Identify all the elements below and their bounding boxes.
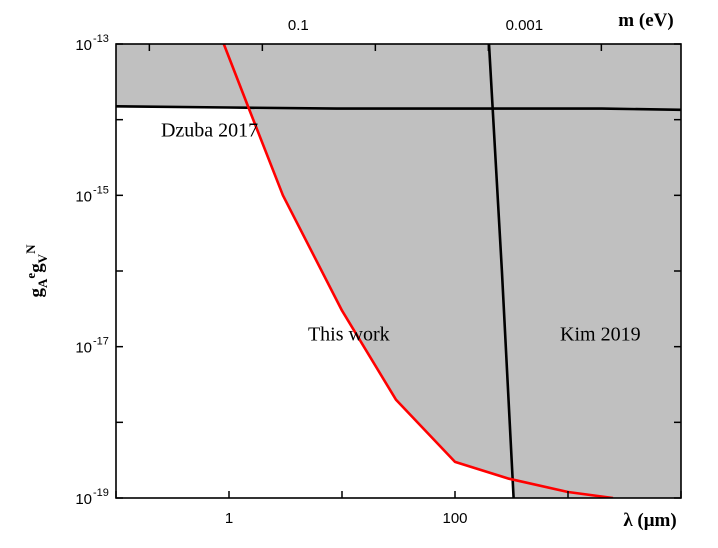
y-tick-exponent: -19 [93,487,109,499]
y-title-label-sup2: N [23,244,38,254]
x-tick-label: 1 [225,510,233,527]
top-tick-label: 0.001 [506,17,544,34]
y-title-label-sub2: V [35,253,50,263]
top-axis-title: m (eV) [618,10,673,31]
y-tick-exponent: -15 [93,184,109,196]
y-title-label-main2: g [26,263,47,273]
y-title-label-sup1: e [23,273,38,279]
annotation-kim-2019: Kim 2019 [560,324,641,346]
y-tick-label: 10 [75,491,92,508]
y-tick-exponent: -17 [93,336,109,348]
y-axis-title: gAegVN [23,244,50,298]
annotation-dzuba-2017: Dzuba 2017 [161,119,258,141]
top-tick-label: 0.1 [288,17,309,34]
annotation-this-work: This work [308,324,390,346]
y-axis-title-text: gAegVN [23,244,50,298]
y-tick-base: 10 [75,188,92,205]
y-tick-base: 10 [75,491,92,508]
series-line-kim-2019 [487,44,515,498]
y-tick-exponent: -13 [93,33,109,45]
y-tick-base: 10 [75,37,92,54]
x-tick-label: 100 [442,510,467,527]
y-title-label-sub1: A [35,278,50,288]
y-title-label-main: g [26,287,47,297]
series-line-dzuba-2017 [116,105,681,112]
y-tick-base: 10 [75,340,92,357]
y-tick-label: 10 [75,340,92,357]
x-axis-title: λ (μm) [623,510,676,531]
y-tick-label: 10 [75,37,92,54]
y-tick-label: 10 [75,188,92,205]
series-line-this-work [222,44,614,498]
shaded-region-kim [489,44,681,498]
